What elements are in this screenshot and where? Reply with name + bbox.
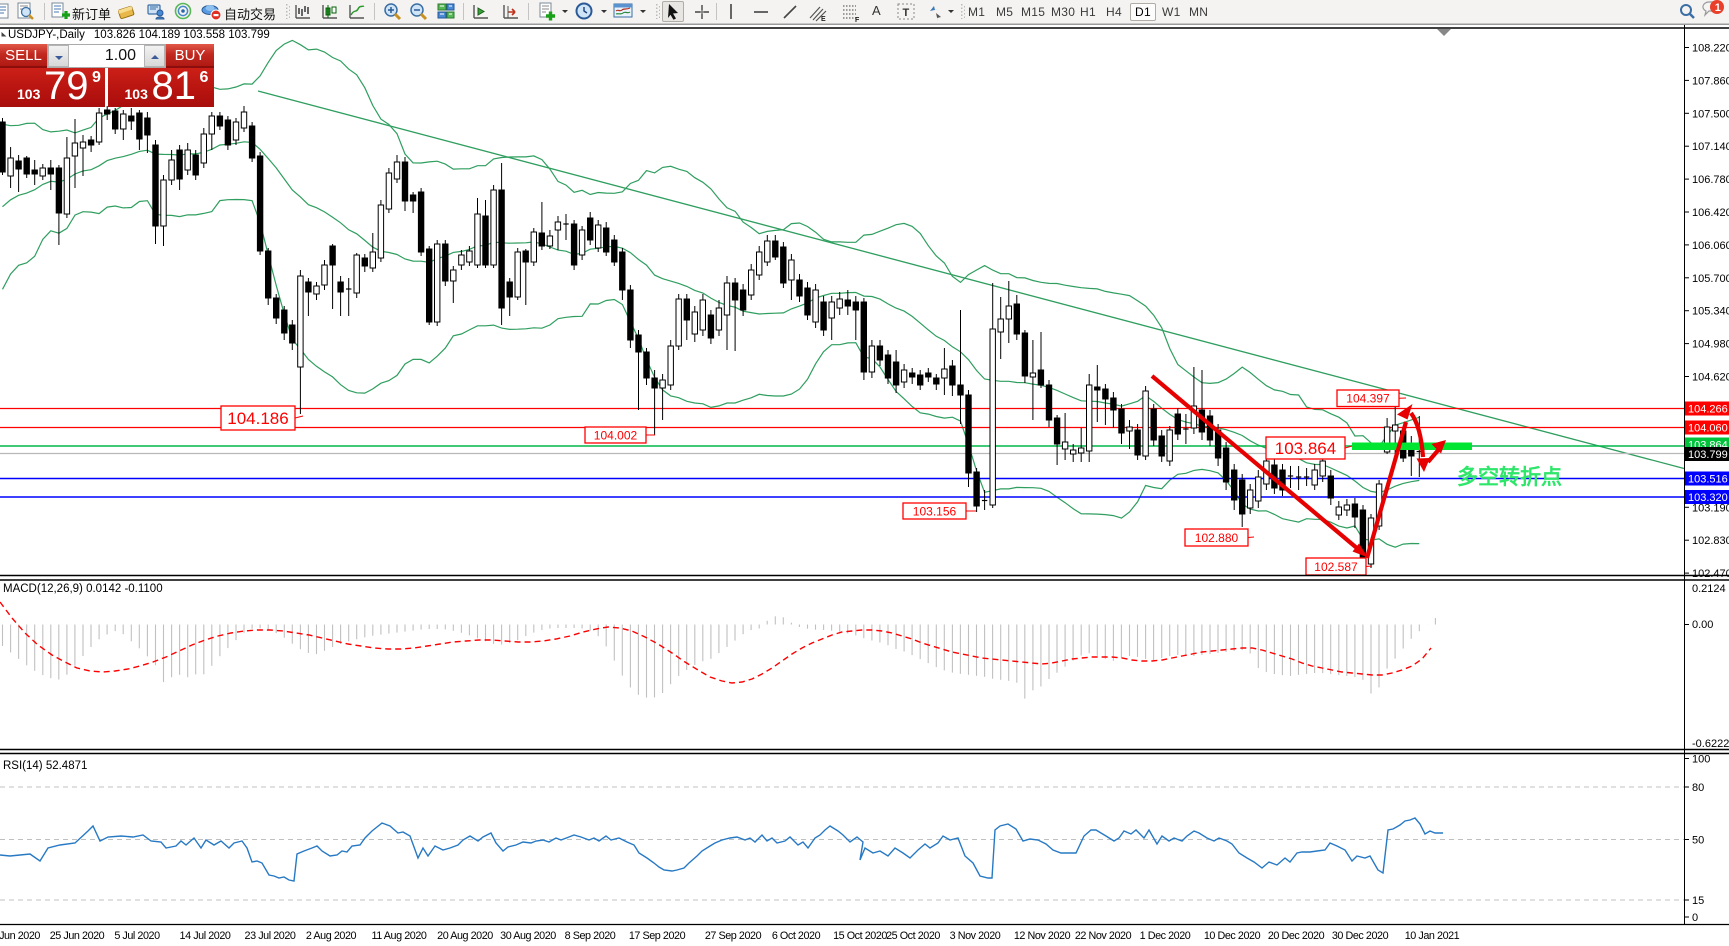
svg-text:27 Sep 2020: 27 Sep 2020 <box>705 930 762 942</box>
svg-text:12 Nov 2020: 12 Nov 2020 <box>1014 930 1071 942</box>
svg-text:80: 80 <box>1692 782 1704 794</box>
svg-text:107.860: 107.860 <box>1692 75 1729 87</box>
svg-text:0.2124: 0.2124 <box>1692 583 1726 595</box>
svg-text:n Jun 2020: n Jun 2020 <box>0 930 40 942</box>
svg-text:102.587: 102.587 <box>1314 560 1358 574</box>
svg-text:8 Sep 2020: 8 Sep 2020 <box>565 930 616 942</box>
svg-text:1 Dec 2020: 1 Dec 2020 <box>1140 930 1191 942</box>
svg-text:102.470: 102.470 <box>1692 568 1729 580</box>
svg-text:105.700: 105.700 <box>1692 273 1729 285</box>
svg-text:108.220: 108.220 <box>1692 43 1729 55</box>
svg-text:MACD(12,26,9) 0.0142 -0.1100: MACD(12,26,9) 0.0142 -0.1100 <box>3 583 163 595</box>
svg-text:105.340: 105.340 <box>1692 306 1729 318</box>
svg-text:0: 0 <box>1692 912 1698 924</box>
svg-text:6 Oct 2020: 6 Oct 2020 <box>772 930 821 942</box>
svg-text:103.320: 103.320 <box>1688 492 1728 504</box>
svg-text:30 Dec 2020: 30 Dec 2020 <box>1332 930 1389 942</box>
svg-text:F: F <box>855 17 860 22</box>
svg-text:104.186: 104.186 <box>227 409 288 428</box>
svg-text:3 Nov 2020: 3 Nov 2020 <box>950 930 1001 942</box>
svg-text:103.156: 103.156 <box>913 504 957 518</box>
svg-text:10 Jan 2021: 10 Jan 2021 <box>1405 930 1460 942</box>
svg-text:106.780: 106.780 <box>1692 174 1729 186</box>
svg-text:107.140: 107.140 <box>1692 141 1729 153</box>
svg-text:30 Aug 2020: 30 Aug 2020 <box>500 930 556 942</box>
svg-text:10 Dec 2020: 10 Dec 2020 <box>1204 930 1261 942</box>
svg-text:1: 1 <box>1715 2 1721 14</box>
svg-text:2 Aug 2020: 2 Aug 2020 <box>306 930 357 942</box>
svg-text:106.060: 106.060 <box>1692 240 1729 252</box>
svg-text:104.266: 104.266 <box>1688 404 1728 416</box>
svg-text:100: 100 <box>1692 754 1710 766</box>
svg-text:15: 15 <box>1692 895 1704 907</box>
svg-text:14 Jul 2020: 14 Jul 2020 <box>180 930 231 942</box>
svg-text:104.060: 104.060 <box>1688 423 1728 435</box>
svg-text:0.00: 0.00 <box>1692 619 1713 631</box>
svg-text:20 Dec 2020: 20 Dec 2020 <box>1268 930 1325 942</box>
svg-text:11 Aug 2020: 11 Aug 2020 <box>372 930 427 942</box>
svg-text:25 Oct 2020: 25 Oct 2020 <box>886 930 940 942</box>
svg-text:103.864: 103.864 <box>1275 439 1336 458</box>
svg-text:103.516: 103.516 <box>1688 474 1728 486</box>
svg-text:104.620: 104.620 <box>1692 372 1729 384</box>
svg-text:106.420: 106.420 <box>1692 207 1729 219</box>
svg-text:107.500: 107.500 <box>1692 108 1729 120</box>
svg-text:多空转折点: 多空转折点 <box>1457 465 1562 489</box>
svg-text:23 Jul 2020: 23 Jul 2020 <box>245 930 296 942</box>
svg-text:-0.6222: -0.6222 <box>1692 738 1729 750</box>
svg-text:20 Aug 2020: 20 Aug 2020 <box>437 930 493 942</box>
svg-text:RSI(14) 52.4871: RSI(14) 52.4871 <box>3 760 87 772</box>
svg-text:50: 50 <box>1692 835 1704 847</box>
svg-text:103.190: 103.190 <box>1692 502 1729 514</box>
svg-text:104.980: 104.980 <box>1692 339 1729 351</box>
svg-text:5 Jul 2020: 5 Jul 2020 <box>114 930 160 942</box>
svg-text:15 Oct 2020: 15 Oct 2020 <box>833 930 887 942</box>
svg-text:104.397: 104.397 <box>1346 392 1390 406</box>
svg-text:102.880: 102.880 <box>1195 531 1239 545</box>
svg-text:104.002: 104.002 <box>594 428 638 442</box>
svg-text:T: T <box>903 7 910 19</box>
svg-text:102.830: 102.830 <box>1692 535 1729 547</box>
svg-text:17 Sep 2020: 17 Sep 2020 <box>629 930 686 942</box>
svg-text:25 Jun 2020: 25 Jun 2020 <box>50 930 105 942</box>
svg-text:103.799: 103.799 <box>1688 449 1728 461</box>
svg-text:22 Nov 2020: 22 Nov 2020 <box>1075 930 1132 942</box>
svg-text:E: E <box>821 16 826 22</box>
